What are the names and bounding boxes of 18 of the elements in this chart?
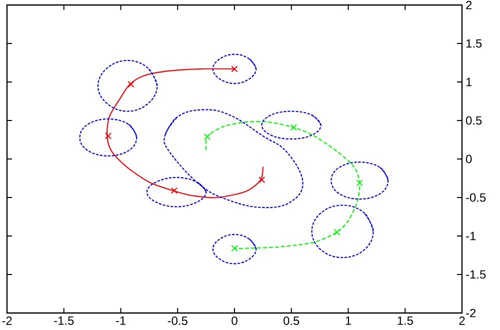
y-tick-label: 1.5 <box>466 39 482 48</box>
x-tick-label: -1 <box>116 316 126 325</box>
y-tick-label: -0.5 <box>466 193 486 202</box>
y-tick-label: 2 <box>466 0 472 10</box>
x-tick-label: -2 <box>2 316 12 325</box>
x-tick-label: 0 <box>232 316 238 325</box>
x-tick-label: 1 <box>346 316 351 325</box>
x-tick-label: -0.5 <box>168 316 188 325</box>
x-tick-label: -1.5 <box>54 316 74 325</box>
y-tick-label: -1 <box>466 232 476 240</box>
y-tick-label: 0.5 <box>466 116 482 125</box>
y-tick-label: -2 <box>466 308 476 318</box>
y-tick-label: -1.5 <box>466 270 486 279</box>
x-tick-label: 0.5 <box>284 316 300 325</box>
y-tick-label: 0 <box>466 154 472 164</box>
x-tick-label: 2 <box>459 316 465 325</box>
x-tick-label: 1.5 <box>398 316 413 325</box>
y-tick-label: 1 <box>466 78 472 86</box>
